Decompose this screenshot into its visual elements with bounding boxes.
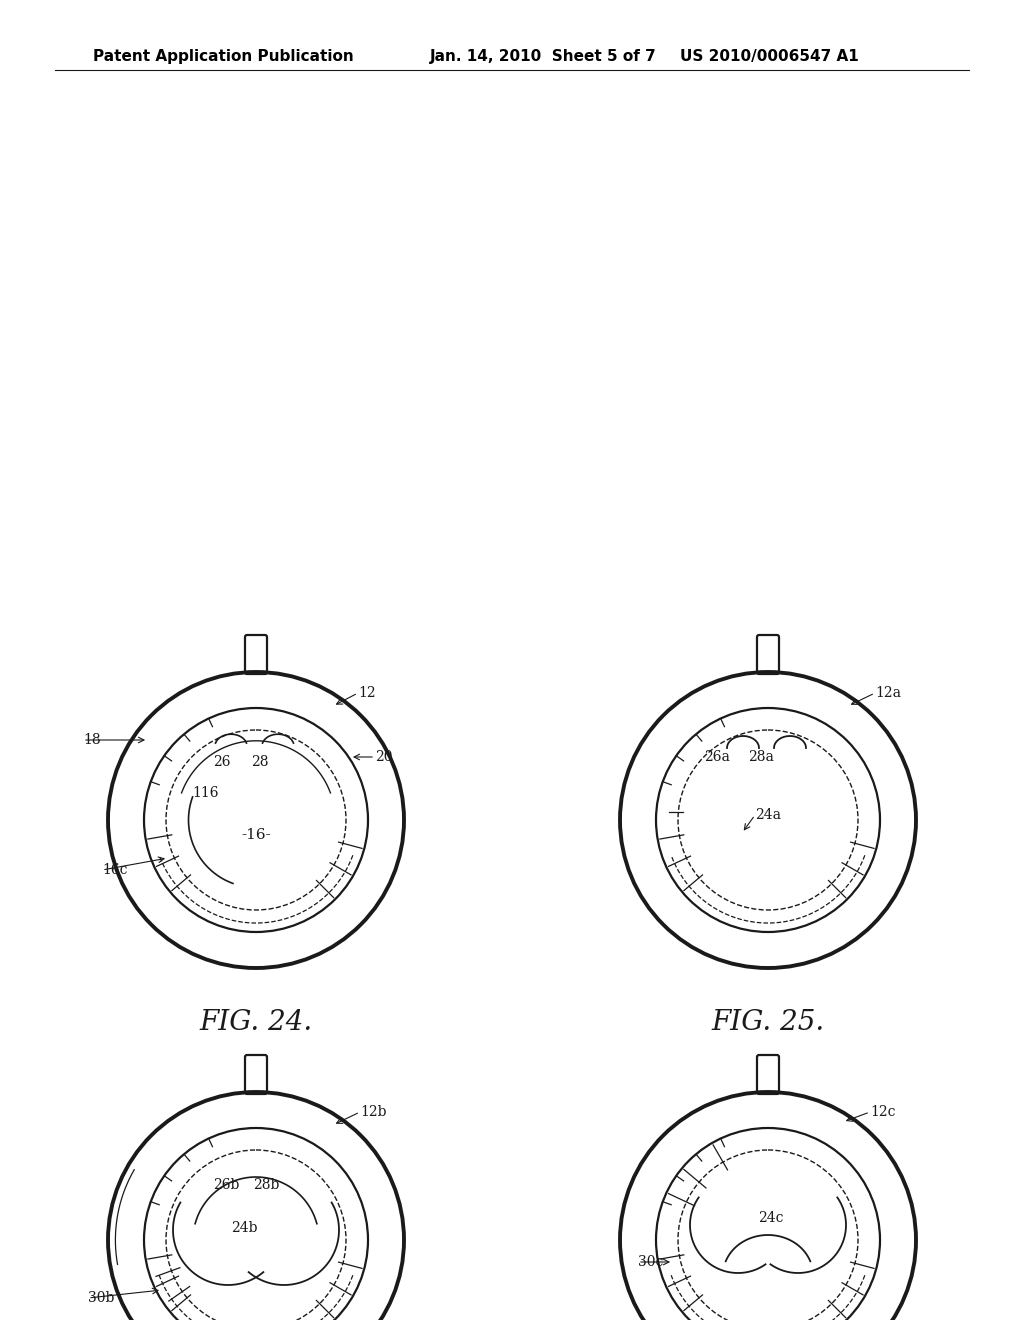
Text: 28: 28 — [251, 755, 268, 770]
Text: 12c: 12c — [870, 1105, 896, 1119]
Text: 12a: 12a — [874, 686, 901, 700]
Text: 12b: 12b — [360, 1105, 386, 1119]
Text: 30c: 30c — [638, 1255, 664, 1269]
Text: FIG. 25.: FIG. 25. — [712, 1010, 824, 1036]
Text: 20: 20 — [375, 750, 392, 764]
Text: 16c: 16c — [102, 863, 128, 876]
Text: 26: 26 — [213, 755, 230, 770]
Text: 26b: 26b — [213, 1177, 240, 1192]
Text: 116: 116 — [193, 785, 218, 800]
Text: 24a: 24a — [755, 808, 781, 822]
Text: US 2010/0006547 A1: US 2010/0006547 A1 — [680, 49, 859, 65]
Text: 26a: 26a — [705, 750, 730, 764]
Text: 24b: 24b — [231, 1221, 257, 1236]
Text: Jan. 14, 2010  Sheet 5 of 7: Jan. 14, 2010 Sheet 5 of 7 — [430, 49, 656, 65]
Text: 30b: 30b — [88, 1291, 115, 1305]
Text: 28b: 28b — [253, 1177, 280, 1192]
Text: 24c: 24c — [758, 1210, 783, 1225]
Text: Patent Application Publication: Patent Application Publication — [93, 49, 353, 65]
Text: FIG. 24.: FIG. 24. — [200, 1010, 312, 1036]
Text: 18: 18 — [83, 733, 100, 747]
Text: -16-: -16- — [241, 828, 271, 842]
Text: 28a: 28a — [748, 750, 774, 764]
Text: 12: 12 — [358, 686, 376, 700]
